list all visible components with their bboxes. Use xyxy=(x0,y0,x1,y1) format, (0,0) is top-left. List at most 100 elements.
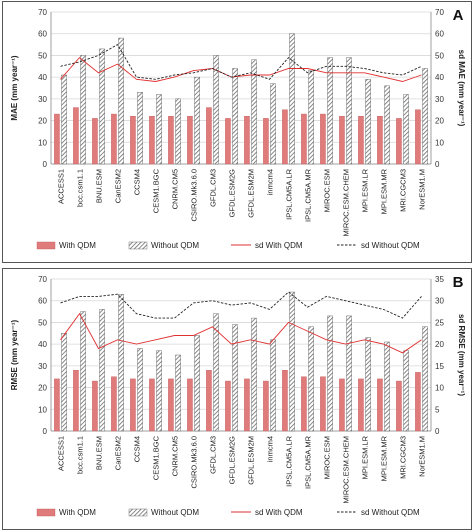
x-tick-label: MRI.CGCM3 xyxy=(399,169,408,212)
y-tick-label: 60 xyxy=(38,30,47,39)
bar-without-qdm xyxy=(194,335,200,432)
y2-tick-label: 35 xyxy=(435,275,444,284)
legend-label-with-qdm: With QDM xyxy=(59,241,96,250)
x-tick-label: CanESM2 xyxy=(114,169,123,203)
panel-label: A xyxy=(453,7,464,24)
bar-with-qdm xyxy=(244,116,250,165)
panel-label: B xyxy=(453,274,464,291)
x-tick-label: GFDL.ESM2G xyxy=(228,436,237,485)
x-tick-label: GFDL.CM3 xyxy=(209,436,218,474)
bar-with-qdm xyxy=(92,380,98,432)
y2-tick-label: 0 xyxy=(435,160,440,169)
y-tick-label: 0 xyxy=(43,427,48,436)
y-tick-label: 20 xyxy=(38,384,47,393)
legend-label-without-qdm: Without QDM xyxy=(151,241,199,250)
x-tick-label: CSIRO.Mk3.6.0 xyxy=(190,436,199,489)
bar-without-qdm xyxy=(137,92,143,165)
chart-panel-a: 0 10 20 30 40 50 60 70 0 10 20 30 40 50 60 70 MAE (mm ye… xyxy=(2,1,472,263)
x-tick-label: MIROC.ESM xyxy=(323,436,332,479)
y-tick-label: 10 xyxy=(38,138,47,147)
bar-without-qdm xyxy=(137,348,143,432)
x-tick-label: MPI.ESM.MR xyxy=(380,168,389,214)
bar-without-qdm xyxy=(175,98,181,165)
y2-axis-title: sd MAE (mm year⁻¹) xyxy=(457,50,466,127)
bar-without-qdm xyxy=(327,57,333,165)
bar-without-qdm xyxy=(232,68,238,165)
x-tick-label: IPSL.CM5A.LR xyxy=(285,435,294,486)
y-tick-label: 50 xyxy=(38,318,47,327)
bar-without-qdm xyxy=(194,76,200,165)
x-tick-label: GFDL.ESM2M xyxy=(247,169,256,218)
x-tick-label: BNU.ESM xyxy=(95,169,104,203)
y2-tick-label: 15 xyxy=(435,362,444,371)
legend-swatch-with-qdm xyxy=(36,241,56,250)
bar-without-qdm xyxy=(422,326,428,432)
bar-with-qdm xyxy=(187,116,193,165)
line-sd-without-qdm xyxy=(60,43,422,80)
y-tick-label: 20 xyxy=(38,117,47,126)
line-sd-with-qdm xyxy=(60,56,422,82)
legend-label-without-qdm: Without QDM xyxy=(151,508,199,517)
bar-with-qdm xyxy=(339,116,345,165)
x-tick-label: CCSM4 xyxy=(133,169,142,195)
x-tick-label: IPSL.CM5A.MR xyxy=(304,435,313,489)
y-tick-label: 50 xyxy=(38,51,47,60)
x-tick-label: BNU.ESM xyxy=(95,436,104,470)
bar-without-qdm xyxy=(289,291,295,432)
y2-tick-label: 10 xyxy=(435,384,444,393)
y-axis-title: MAE (mm year⁻¹) xyxy=(10,55,19,120)
x-tick-label: ACCESS1 xyxy=(57,169,66,204)
bar-without-qdm xyxy=(308,70,314,165)
y-tick-label: 30 xyxy=(38,362,47,371)
bar-with-qdm xyxy=(263,380,269,432)
bar-with-qdm xyxy=(244,378,250,432)
bar-with-qdm xyxy=(282,369,288,432)
bar-without-qdm xyxy=(270,339,276,432)
y-tick-label: 40 xyxy=(38,73,47,82)
y2-tick-label: 20 xyxy=(435,340,444,349)
bar-without-qdm xyxy=(403,350,409,432)
x-tick-label: ACCESS1 xyxy=(57,436,66,471)
y2-tick-label: 20 xyxy=(435,117,444,126)
bar-with-qdm xyxy=(73,369,79,432)
chart-a-svg: 0 10 20 30 40 50 60 70 0 10 20 30 40 50 60 70 MAE (mm ye… xyxy=(10,7,466,250)
legend-label-sd-with-qdm: sd With QDM xyxy=(255,508,303,517)
bar-with-qdm xyxy=(168,378,174,432)
bar-with-qdm xyxy=(301,376,307,432)
chart-panel-b: 0 10 20 30 40 50 60 70 0 5 10 15 20 25 30 35 RMSE (mm ye… xyxy=(2,268,472,530)
bar-without-qdm xyxy=(99,309,105,432)
y2-tick-label: 5 xyxy=(435,405,440,414)
x-tick-label: GFDL.CM3 xyxy=(209,169,218,207)
bar-with-qdm xyxy=(73,107,79,165)
y-tick-label: 70 xyxy=(38,275,47,284)
bar-with-qdm xyxy=(263,118,269,165)
x-tick-label: NorESM1.M xyxy=(418,169,427,210)
bar-with-qdm xyxy=(301,113,307,165)
bar-without-qdm xyxy=(384,341,390,432)
bar-with-qdm xyxy=(92,118,98,165)
bar-with-qdm xyxy=(149,378,155,432)
bar-with-qdm xyxy=(358,116,364,165)
bar-with-qdm xyxy=(282,109,288,165)
x-tick-label: CSIRO.Mk3.6.0 xyxy=(190,169,199,222)
bar-without-qdm xyxy=(80,311,86,432)
y2-tick-label: 10 xyxy=(435,138,444,147)
bar-with-qdm xyxy=(225,380,231,432)
x-tick-label: bcc.csm1.1 xyxy=(76,436,85,474)
bar-without-qdm xyxy=(346,315,352,432)
chart-b-svg: 0 10 20 30 40 50 60 70 0 5 10 15 20 25 30 35 RMSE (mm ye… xyxy=(10,274,466,517)
bar-without-qdm xyxy=(308,326,314,432)
bar-without-qdm xyxy=(251,317,257,432)
y2-tick-label: 30 xyxy=(435,297,444,306)
y2-tick-label: 50 xyxy=(435,51,444,60)
x-tick-label: inmcm4 xyxy=(266,169,275,195)
x-tick-label: NorESM1.M xyxy=(418,436,427,477)
bar-without-qdm xyxy=(99,48,105,165)
x-tick-label: MPI.ESM.LR xyxy=(361,168,370,212)
y2-tick-label: 0 xyxy=(435,427,440,436)
x-tick-label: MIROC.ESM.CHEM xyxy=(342,169,351,237)
bar-without-qdm xyxy=(80,55,86,165)
x-tick-label: bcc.csm1.1 xyxy=(76,169,85,207)
bar-without-qdm xyxy=(175,354,181,432)
x-tick-label: IPSL.CM5A.LR xyxy=(285,168,294,219)
